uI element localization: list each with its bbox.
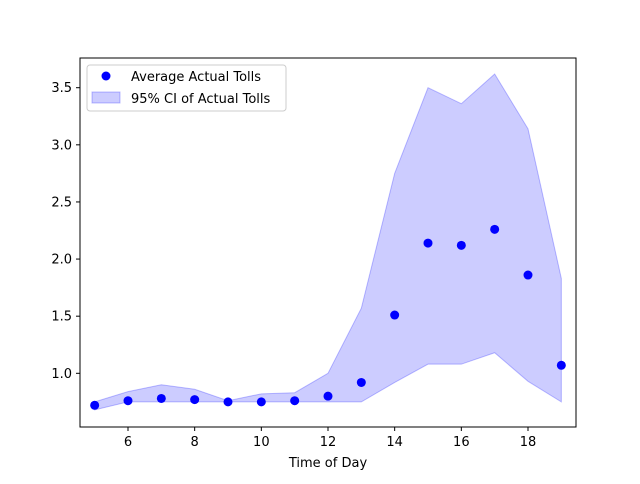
plot-area: [79, 57, 577, 428]
legend: Average Actual Tolls 95% CI of Actual To…: [86, 64, 287, 112]
x-tick-label: 16: [453, 435, 470, 450]
y-tick-label: 1.5: [51, 310, 72, 325]
legend-label-ci: 95% CI of Actual Tolls: [131, 92, 271, 107]
data-point: [523, 270, 533, 280]
data-point: [323, 391, 333, 401]
data-point: [290, 396, 300, 406]
x-tick-label: 18: [520, 435, 537, 450]
data-point: [423, 238, 433, 248]
legend-marker-ci: [91, 91, 121, 104]
y-tick-label: 2.5: [51, 195, 72, 210]
y-tick-label: 2.0: [51, 253, 72, 268]
data-point: [390, 310, 400, 320]
x-tick-label: 6: [124, 435, 132, 450]
data-point: [556, 360, 566, 370]
y-tick-label: 3.5: [51, 81, 72, 96]
data-point: [156, 393, 166, 403]
x-axis-ticks: 6 8 10 12 14 16 18: [124, 427, 536, 450]
scatter-points-layer: [90, 224, 566, 410]
x-axis-label: Time of Day: [288, 456, 368, 471]
y-tick-label: 3.0: [51, 138, 72, 153]
x-tick-label: 8: [191, 435, 199, 450]
data-point: [90, 400, 100, 410]
data-point: [456, 240, 466, 250]
x-tick-label: 12: [320, 435, 337, 450]
data-point: [123, 396, 133, 406]
data-point: [356, 377, 366, 387]
data-point: [490, 224, 500, 234]
legend-box: [86, 64, 287, 112]
x-tick-label: 10: [253, 435, 270, 450]
legend-label-average: Average Actual Tolls: [131, 70, 261, 85]
data-point: [256, 397, 266, 407]
legend-marker-average: [101, 71, 111, 81]
data-point: [223, 397, 233, 407]
x-tick-label: 14: [386, 435, 403, 450]
y-tick-label: 1.0: [51, 367, 72, 382]
data-point: [190, 395, 200, 405]
y-axis-ticks: 1.0 1.5 2.0 2.5 3.0 3.5: [51, 81, 80, 382]
